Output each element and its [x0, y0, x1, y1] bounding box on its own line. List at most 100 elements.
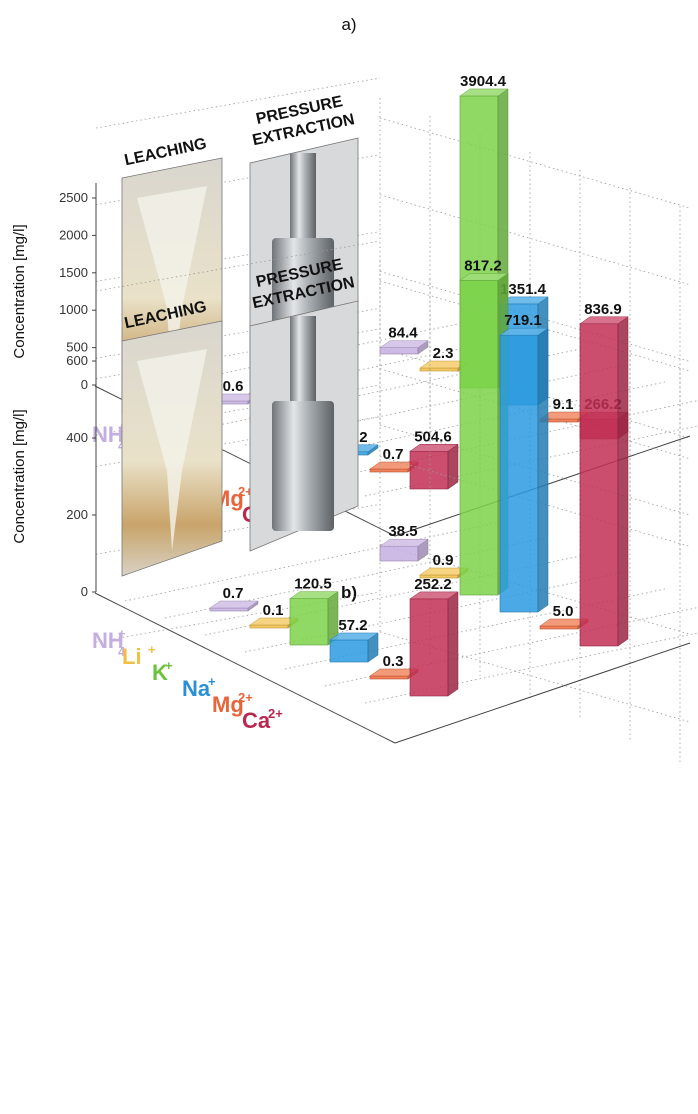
bar-ca2-leaching — [409, 443, 459, 490]
y-tick-label: 500 — [66, 340, 88, 355]
y-tick-label: 600 — [66, 353, 88, 368]
y-axis-label: Concentration [mg/l] — [11, 224, 28, 358]
bar-front — [289, 598, 329, 646]
bar-front — [209, 607, 249, 612]
bar-front — [419, 367, 459, 372]
ion-label-nh: NH — [92, 422, 124, 447]
y-tick-label: 2500 — [59, 190, 88, 205]
bar-front — [249, 624, 289, 629]
bar-top — [459, 88, 509, 97]
bar-value-label: 120.5 — [294, 576, 332, 593]
bar-value-label: 719.1 — [504, 312, 542, 329]
grid-line — [95, 384, 381, 436]
floor-grid-line — [284, 588, 666, 670]
bar-nh4-pressure — [379, 538, 429, 562]
ion-label-k: K — [152, 660, 168, 685]
bar-value-label: 252.2 — [414, 576, 452, 593]
funnel-shape — [137, 349, 207, 551]
grid-line — [95, 77, 381, 129]
leaching-photo — [121, 320, 223, 577]
bar-value-label: 0.7 — [383, 446, 404, 463]
bar-front — [379, 347, 419, 355]
bar-front — [329, 639, 369, 663]
bar-front — [369, 468, 409, 473]
bar-value-label: 2.3 — [433, 345, 454, 362]
bar-value-label: 3904.4 — [460, 73, 507, 90]
bar-value-label: 5.0 — [553, 603, 574, 620]
bar-front — [409, 598, 449, 697]
bar-value-label: 836.9 — [584, 301, 622, 318]
bar-value-label: 9.1 — [553, 396, 574, 413]
bar-na-pressure — [499, 327, 549, 613]
bar-top — [409, 591, 459, 600]
bar-top — [329, 632, 379, 641]
ion-charge: 2+ — [238, 484, 253, 499]
bar-front — [579, 323, 619, 647]
bar-value-label: 57.2 — [338, 617, 367, 634]
bar-front — [409, 450, 449, 490]
bar-front — [379, 545, 419, 562]
bar-ca2-pressure — [579, 316, 629, 647]
floor-grid-line — [204, 347, 586, 429]
ion-label-nh: NH — [92, 628, 124, 653]
floor-edge — [94, 592, 396, 744]
bar-value-label: 0.1 — [263, 602, 284, 619]
bar-top — [459, 273, 509, 281]
bar-value-label: 0.9 — [433, 552, 454, 569]
y-tick-label: 1000 — [59, 302, 88, 317]
grid-line — [95, 416, 381, 467]
floor-grid-line — [364, 632, 698, 704]
bar-top — [379, 340, 429, 348]
bar-front — [369, 675, 409, 680]
grid-line — [95, 231, 381, 282]
y-tick-label: 0 — [81, 584, 88, 599]
bar-top — [409, 444, 459, 452]
y-tick-label: 2000 — [59, 227, 88, 242]
bar-top — [289, 591, 339, 599]
bar-top — [499, 327, 549, 336]
y-tick-label: 0 — [81, 377, 88, 392]
bar-side — [447, 443, 459, 490]
bar-value-label: 84.4 — [388, 325, 418, 342]
panel-label: b) — [341, 583, 357, 602]
bar-na-leaching — [329, 632, 379, 663]
bar-k-leaching — [289, 591, 339, 646]
grid-line — [95, 240, 381, 292]
bar-value-label: 0.6 — [223, 378, 244, 395]
bar-value-label: 0.3 — [383, 653, 404, 670]
bar-value-label: 817.2 — [464, 257, 502, 274]
bar-value-label: 0.7 — [223, 585, 244, 602]
floor-edge — [394, 642, 691, 744]
ion-charge: + — [165, 658, 173, 673]
bar-value-label: 1351.4 — [500, 281, 547, 298]
ion-charge: + — [118, 626, 126, 641]
ion-charge: + — [148, 642, 156, 657]
bar-front — [539, 625, 579, 630]
bar-side — [617, 316, 629, 647]
bar-value-label: 38.5 — [388, 523, 417, 540]
ion-charge: 2+ — [268, 706, 283, 721]
ion-label-na: Na — [182, 676, 211, 701]
y-tick-label: 400 — [66, 430, 88, 445]
ion-charge: + — [208, 674, 216, 689]
cylinder-shape — [272, 401, 334, 531]
floor-grid-line — [324, 607, 698, 687]
bar-value-label: 504.6 — [414, 428, 452, 445]
floor-grid-line — [204, 554, 586, 636]
bar-mg2-leaching — [369, 461, 419, 473]
bar-top — [579, 316, 629, 325]
bar-front — [459, 280, 499, 596]
bar-side — [537, 327, 549, 613]
bar-nh4-leaching — [209, 600, 259, 612]
grid-line — [95, 503, 381, 555]
bar-top — [209, 600, 259, 609]
bar-front — [499, 334, 539, 613]
ion-label-mg: Mg — [212, 692, 244, 717]
piston-shape — [290, 153, 316, 243]
y-axis-label: Concentration [mg/l] — [11, 409, 28, 543]
floor-grid-line — [164, 537, 546, 619]
ion-charge: 2+ — [238, 690, 253, 705]
grid-line — [95, 307, 381, 359]
